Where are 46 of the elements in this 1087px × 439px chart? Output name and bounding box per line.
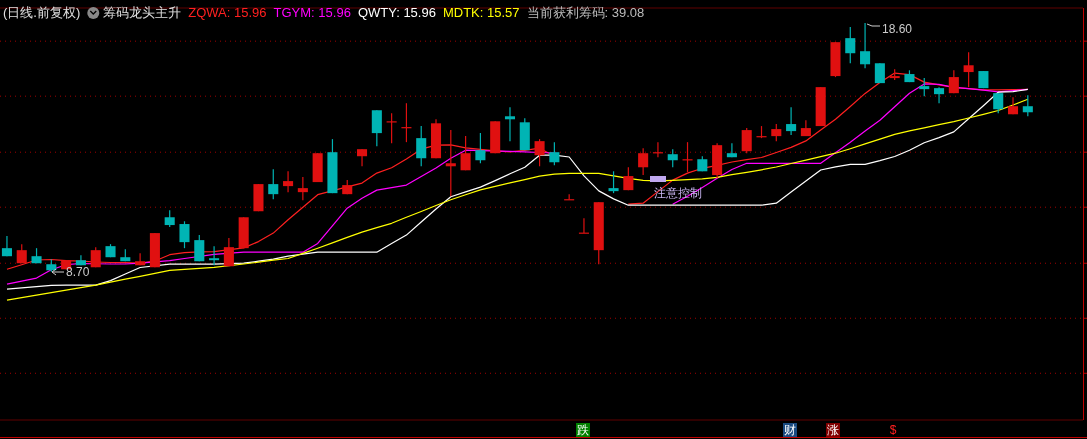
chart-title: 筹码龙头主升 [103, 5, 182, 20]
text: 财 [784, 423, 796, 437]
candlestick [357, 148, 368, 167]
candlestick [845, 26, 856, 64]
chart-subtitle: (日线.前复权) [3, 5, 81, 20]
candlestick [475, 132, 486, 164]
candlestick [1007, 96, 1019, 115]
text: $ [889, 423, 897, 437]
text: 涨 [827, 423, 839, 437]
candlestick [268, 168, 279, 200]
annotation: 18.60 [882, 22, 913, 36]
candlestick [741, 127, 752, 154]
text: ZQWA: 15.96 [188, 5, 267, 20]
candlestick [386, 112, 397, 144]
candlestick [223, 237, 234, 267]
candlestick [667, 148, 678, 168]
annotation: 8.70 [66, 265, 90, 279]
candlestick [194, 234, 205, 262]
candlestick [682, 141, 693, 173]
candlestick [786, 106, 797, 136]
candlestick [963, 51, 974, 88]
candlestick [209, 245, 220, 266]
candlestick [993, 92, 1004, 114]
candlestick [179, 220, 190, 249]
candlestick [371, 109, 382, 147]
candlestick [549, 141, 560, 166]
text: 跌 [577, 423, 589, 437]
annotation: 当前获利筹码: 39.08 [526, 5, 645, 20]
candlestick [860, 22, 871, 69]
candlestick [638, 147, 649, 176]
candlestick [934, 86, 945, 104]
candlestick [283, 170, 294, 193]
candlestick [534, 138, 545, 167]
candlestick [135, 252, 146, 266]
candlestick [919, 77, 930, 97]
candlestick [504, 106, 516, 142]
text: QWTY: 15.96 [357, 5, 436, 20]
candlestick [416, 125, 427, 167]
candlestick [1022, 94, 1033, 117]
text: MDTK: 15.57 [442, 5, 520, 20]
candlestick [726, 142, 737, 158]
candlestick [460, 135, 471, 171]
candlestick [608, 170, 619, 194]
text: TGYM: 15.96 [273, 5, 351, 20]
candlestick [445, 129, 456, 197]
candlestick [297, 176, 308, 201]
